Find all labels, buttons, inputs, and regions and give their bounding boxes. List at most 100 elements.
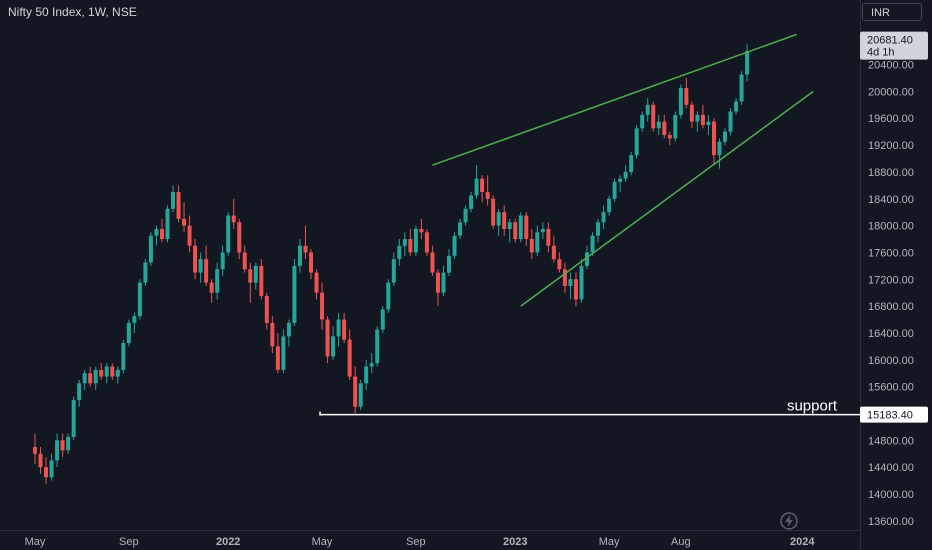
candle-body (231, 215, 236, 223)
candle-body (397, 245, 402, 260)
y-tick-label: 18400.00 (868, 194, 914, 206)
candle-body (115, 369, 120, 377)
x-tick-label: 2023 (503, 536, 527, 548)
x-tick-label: 2024 (790, 536, 815, 548)
candle-body (297, 245, 302, 266)
candle-body (463, 208, 468, 223)
countdown-text: 4d 1h (867, 47, 895, 59)
candle-body (430, 252, 435, 273)
candle-body (159, 228, 164, 240)
candle-body (331, 336, 336, 357)
candle-body (739, 74, 744, 102)
candle-body (148, 235, 153, 263)
candle-body (491, 198, 496, 226)
candle-body (193, 245, 198, 273)
candle-body (82, 373, 87, 384)
y-tick-label: 17600.00 (868, 247, 914, 259)
candle-body (380, 309, 385, 330)
candle-body (242, 252, 247, 270)
candle-body (540, 228, 545, 233)
last-price-text: 20681.40 (867, 35, 913, 47)
trendline-upper[interactable] (432, 33, 798, 166)
candle-body (336, 319, 341, 337)
candle-body (452, 235, 457, 256)
y-tick-label: 16000.00 (868, 355, 914, 367)
candle-body (375, 329, 380, 364)
candle-body (342, 319, 347, 340)
last-price-badge (860, 31, 928, 60)
candle-body (132, 316, 137, 323)
candle-body (656, 121, 661, 129)
candle-body (734, 101, 739, 112)
candle-body (66, 436, 71, 451)
y-tick-label: 16800.00 (868, 301, 914, 313)
candle-body (215, 269, 220, 293)
candle-body (104, 366, 109, 377)
y-tick-label: 20400.00 (868, 60, 914, 72)
trendline-lower[interactable] (520, 90, 814, 307)
flash-icon[interactable] (779, 511, 799, 531)
candle-body (618, 178, 623, 182)
candle-body (585, 252, 589, 266)
candle-body (419, 228, 424, 233)
candle-body (49, 460, 54, 478)
candle-body (303, 245, 308, 253)
candle-body (33, 447, 37, 454)
support-price-badge (860, 406, 928, 423)
candle-body (264, 296, 269, 323)
candle-body (441, 272, 446, 293)
candle-body (88, 373, 93, 384)
x-tick-label: 2022 (216, 536, 240, 548)
candle-body (447, 255, 451, 273)
candle-body (314, 272, 319, 293)
candle-body (204, 259, 209, 283)
x-tick-label: May (599, 536, 620, 548)
candle-body (209, 282, 214, 293)
candle-body (706, 121, 711, 125)
candle-body (171, 192, 175, 209)
candle-body (424, 232, 429, 253)
candle-body (391, 259, 396, 283)
candle-body (259, 265, 264, 297)
candle-body (573, 279, 578, 300)
candle-body (309, 252, 313, 273)
y-tick-label: 18000.00 (868, 221, 914, 233)
candle-body (700, 114, 705, 125)
candle-body (607, 198, 612, 213)
candle-body (723, 131, 727, 142)
symbol-title[interactable]: Nifty 50 Index, 1W, NSE (8, 5, 137, 19)
x-tick-label: May (25, 536, 46, 548)
candle-body (485, 192, 490, 199)
candle-body (121, 343, 126, 370)
candle-body (154, 228, 159, 236)
candle-body (469, 195, 474, 209)
x-tick-label: Sep (406, 536, 426, 548)
currency-button[interactable]: INR (862, 3, 922, 21)
candle-body (413, 228, 418, 253)
candle-body (546, 228, 551, 246)
candle-body (369, 363, 374, 367)
candle-body (513, 222, 518, 240)
candle-body (176, 192, 181, 219)
candle-body (529, 239, 534, 253)
candle-body (684, 88, 689, 105)
candle-body (182, 218, 187, 226)
y-tick-label: 19200.00 (868, 140, 914, 152)
candle-body (137, 282, 142, 317)
candle-body (579, 265, 584, 300)
candle-body (662, 121, 667, 136)
candle-body (126, 322, 131, 344)
candle-body (292, 265, 297, 323)
y-tick-label: 16400.00 (868, 328, 914, 340)
candle-body (518, 215, 523, 240)
candle-body (253, 265, 258, 283)
candle-body (590, 235, 595, 253)
candle-body (612, 181, 617, 199)
y-tick-label: 14400.00 (868, 462, 914, 474)
candle-body (557, 259, 562, 270)
candle-body (353, 376, 358, 407)
candle-body (60, 440, 65, 451)
candle-body (562, 269, 567, 286)
candle-body (568, 279, 573, 286)
